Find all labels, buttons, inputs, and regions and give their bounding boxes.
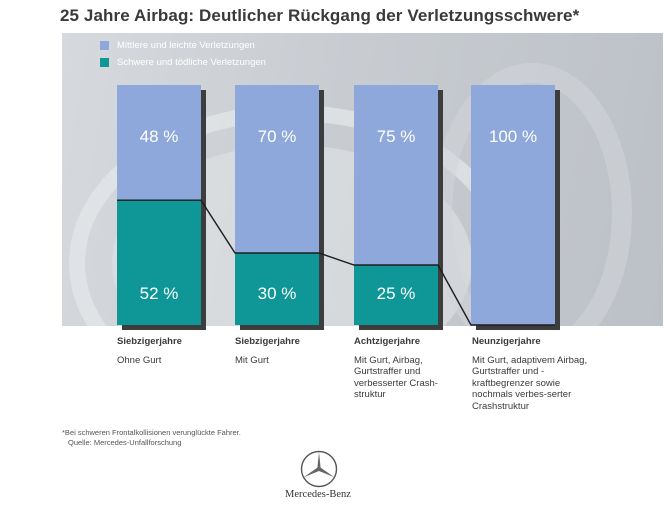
brand-name: Mercedes-Benz xyxy=(285,489,351,500)
legend-swatch-severe xyxy=(100,58,109,67)
value-label-severe-2: 25 % xyxy=(377,284,416,303)
bar-shadow-bottom-0 xyxy=(122,325,206,330)
category-0: Siebzigerjahre Ohne Gurt xyxy=(117,336,227,366)
legend-item-severe: Schwere und tödliche Verletzungen xyxy=(100,57,266,68)
bar-shadow-bottom-1 xyxy=(240,325,324,330)
legend-label-severe: Schwere und tödliche Verletzungen xyxy=(117,57,266,68)
category-1: Siebzigerjahre Mit Gurt xyxy=(235,336,345,366)
bar-light-2 xyxy=(354,85,438,265)
category-desc-3: Mit Gurt, adaptivem Airbag, Gurtstraffer… xyxy=(472,354,588,412)
bar-shadow-0 xyxy=(201,90,206,330)
value-label-light-3: 100 % xyxy=(489,127,537,146)
bar-light-3 xyxy=(471,85,555,325)
three-pointed-star-icon xyxy=(300,450,338,488)
connector-line xyxy=(117,199,555,326)
legend-swatch-light xyxy=(100,41,109,50)
category-title-0: Siebzigerjahre xyxy=(117,336,182,347)
bar-shadow-2 xyxy=(438,90,443,330)
bar-shadow-1 xyxy=(319,90,324,330)
bar-light-1 xyxy=(235,85,319,253)
bar-shadow-bottom-2 xyxy=(359,325,443,330)
bar-shadow-3 xyxy=(555,90,560,330)
value-label-light-2: 75 % xyxy=(377,127,416,146)
value-label-severe-0: 52 % xyxy=(140,284,179,303)
category-title-3: Neunzigerjahre xyxy=(472,336,541,347)
legend-item-light: Mittlere und leichte Verletzungen xyxy=(100,40,255,51)
category-3: Neunzigerjahre Mit Gurt, adaptivem Airba… xyxy=(472,336,590,412)
bar-severe-0 xyxy=(117,200,201,325)
bar-severe-1 xyxy=(235,253,319,325)
source-note: Quelle: Mercedes-Unfallforschung xyxy=(68,438,182,447)
legend-label-light: Mittlere und leichte Verletzungen xyxy=(117,40,255,51)
value-label-light-0: 48 % xyxy=(140,127,179,146)
bar-shadow-bottom-3 xyxy=(476,325,560,330)
category-desc-1: Mit Gurt xyxy=(235,354,269,366)
value-label-severe-1: 30 % xyxy=(258,284,297,303)
category-2: Achtzigerjahre Mit Gurt, Airbag, Gurtstr… xyxy=(354,336,466,401)
bar-light-0 xyxy=(117,85,201,201)
footnote: *Bei schweren Frontalkollisionen verungl… xyxy=(62,428,241,437)
value-label-light-1: 70 % xyxy=(258,127,297,146)
chart-title: 25 Jahre Airbag: Deutlicher Rückgang der… xyxy=(60,6,580,25)
category-title-2: Achtzigerjahre xyxy=(354,336,420,347)
bar-severe-2 xyxy=(354,265,438,325)
category-desc-2: Mit Gurt, Airbag, Gurtstraffer und verbe… xyxy=(354,354,438,401)
category-title-1: Siebzigerjahre xyxy=(235,336,300,347)
category-desc-0: Ohne Gurt xyxy=(117,354,162,366)
